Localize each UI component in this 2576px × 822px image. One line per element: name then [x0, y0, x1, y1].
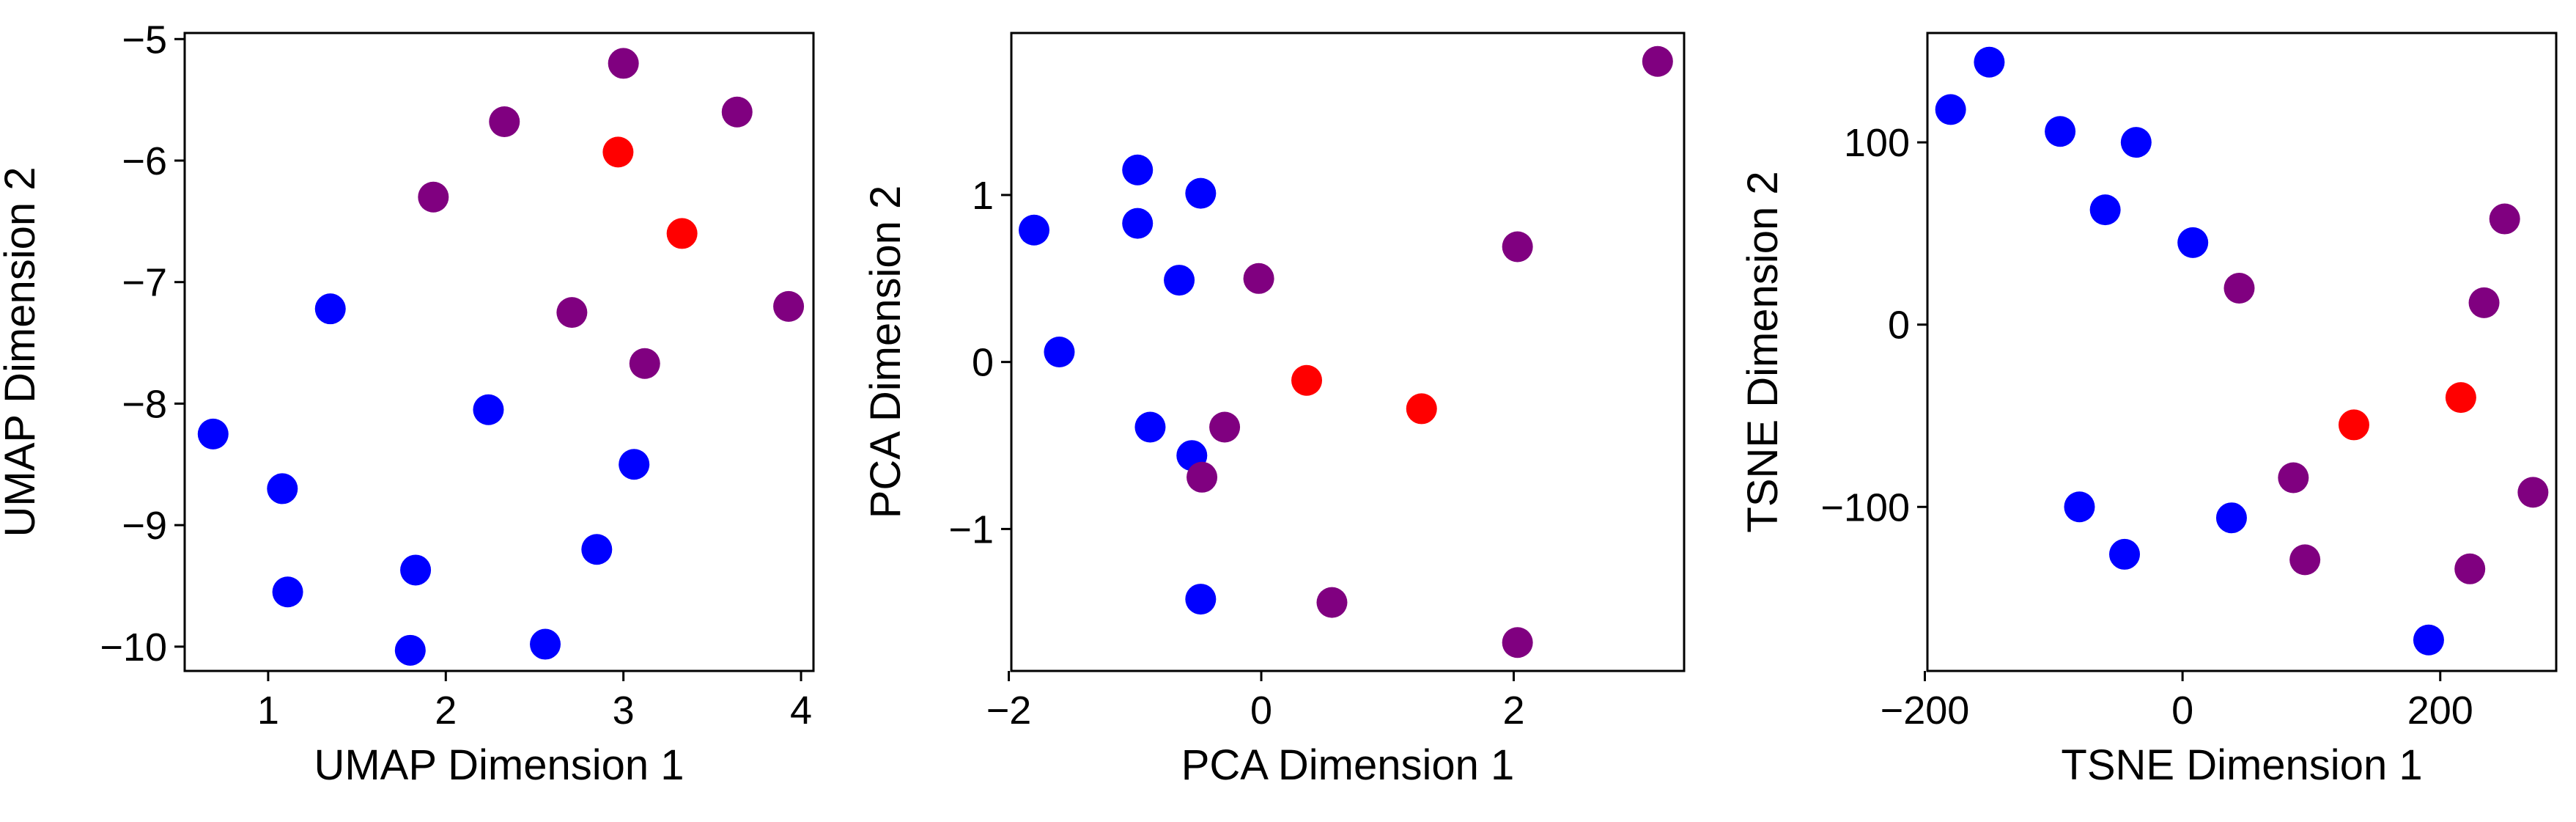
tsne-point-blue: [2109, 538, 2141, 570]
umap-point-purple: [629, 348, 660, 379]
umap-panel: 1 2 3 4 −10 −9 −8 −7 −6 −5 UMAP Dimension 1 UMAP Di…: [0, 18, 815, 789]
umap-point-red: [602, 136, 634, 168]
pca-point-red: [1406, 393, 1437, 425]
pca-y-tick-label: −1: [948, 507, 994, 551]
pca-point-purple: [1186, 461, 1218, 493]
umap-point-purple: [773, 290, 805, 322]
tsne-point-red: [2338, 409, 2369, 441]
tsne-point-blue: [2177, 227, 2209, 258]
pca-point-blue: [1044, 337, 1075, 367]
tsne-y-axis-label: TSNE Dimension 2: [1739, 171, 1787, 532]
tsne-point-blue: [2045, 116, 2076, 147]
umap-point-purple: [556, 297, 588, 329]
pca-point-blue: [1122, 154, 1154, 186]
pca-point-blue: [1185, 584, 1217, 615]
pca-y-tick-label: 1: [972, 174, 994, 218]
umap-point-blue: [473, 394, 504, 425]
tsne-point-blue: [2064, 491, 2095, 523]
tsne-point-purple: [2289, 544, 2321, 576]
umap-point-blue: [197, 418, 229, 449]
pca-axes-frame: [1010, 32, 1686, 672]
pca-panel: −2 0 2 −1 0 1 PCA Dimension 1 PCA Dimension 2: [862, 32, 1686, 789]
pca-point-blue: [1185, 177, 1217, 209]
tsne-y-tick-label: 0: [1888, 304, 1910, 348]
pca-point-purple: [1209, 411, 1241, 443]
umap-y-axis-label: UMAP Dimension 2: [0, 166, 44, 537]
tsne-x-tick-label: 0: [2171, 689, 2193, 733]
umap-x-tick-label: 1: [257, 689, 279, 733]
pca-point-purple: [1502, 231, 1533, 263]
tsne-x-tick-label: 200: [2407, 689, 2473, 733]
tsne-point-blue: [2215, 502, 2247, 534]
umap-point-blue: [530, 628, 561, 660]
tsne-point-purple: [2223, 273, 2255, 304]
pca-x-tick-label: 0: [1250, 689, 1272, 733]
pca-point-blue: [1019, 214, 1050, 246]
umap-point-blue: [619, 449, 650, 480]
tsne-panel: −200 0 200 −100 0 100 TSNE Dimension 1 TSNE Dim…: [1739, 32, 2558, 789]
tsne-y-tick-label: −100: [1820, 485, 1910, 529]
tsne-y-tick-label: 100: [1844, 121, 1910, 165]
umap-y-tick-label: −9: [122, 504, 167, 548]
pca-point-purple: [1243, 263, 1274, 294]
umap-axes-frame: [183, 32, 815, 672]
tsne-x-tick-label: −200: [1881, 689, 1970, 733]
tsne-point-purple: [2454, 553, 2486, 584]
umap-y-tick-label: −10: [100, 625, 167, 669]
umap-point-blue: [272, 576, 303, 608]
tsne-point-purple: [2517, 477, 2549, 508]
tsne-point-blue: [1935, 94, 1966, 125]
umap-point-purple: [489, 106, 520, 137]
tsne-point-purple: [2468, 287, 2500, 318]
pca-point-red: [1291, 364, 1323, 396]
pca-point-purple: [1502, 627, 1533, 658]
umap-point-blue: [400, 554, 432, 586]
umap-point-blue: [314, 293, 346, 325]
umap-x-tick-label: 2: [435, 689, 457, 733]
pca-point-blue: [1122, 208, 1154, 239]
tsne-x-axis-label: TSNE Dimension 1: [2061, 741, 2422, 789]
umap-y-tick-label: −8: [122, 382, 167, 426]
umap-x-axis-label: UMAP Dimension 1: [314, 741, 684, 789]
umap-x-tick-label: 3: [613, 689, 635, 733]
pca-point-purple: [1316, 587, 1348, 618]
umap-point-blue: [581, 534, 613, 565]
tsne-point-blue: [1974, 46, 2005, 78]
tsne-point-blue: [2120, 127, 2152, 158]
tsne-point-purple: [2278, 462, 2309, 493]
pca-x-axis-label: PCA Dimension 1: [1181, 741, 1515, 789]
umap-point-red: [666, 218, 698, 249]
umap-y-tick-label: −6: [122, 139, 167, 183]
pca-point-purple: [1642, 45, 1673, 77]
umap-y-tick-label: −7: [122, 261, 167, 305]
tsne-point-blue: [2089, 194, 2121, 226]
umap-point-blue: [394, 634, 426, 666]
pca-point-blue: [1164, 265, 1195, 296]
umap-y-tick-label: −5: [122, 18, 167, 62]
pca-y-tick-label: 0: [972, 341, 994, 385]
pca-y-axis-label: PCA Dimension 2: [862, 186, 909, 519]
pca-point-blue: [1134, 411, 1166, 443]
umap-point-purple: [418, 181, 449, 213]
tsne-axes-frame: [1926, 32, 2558, 672]
umap-point-purple: [721, 96, 753, 128]
tsne-point-purple: [2489, 203, 2520, 235]
umap-point-purple: [608, 48, 639, 79]
pca-x-tick-label: −2: [986, 689, 1032, 733]
pca-x-tick-label: 2: [1502, 689, 1524, 733]
umap-x-tick-label: 4: [790, 689, 812, 733]
umap-point-blue: [267, 473, 298, 504]
tsne-point-red: [2445, 382, 2476, 414]
tsne-point-blue: [2413, 624, 2444, 656]
